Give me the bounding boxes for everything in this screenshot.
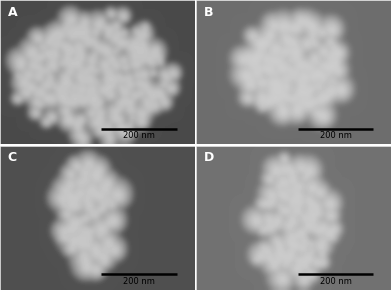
Text: C: C xyxy=(8,151,17,164)
Text: A: A xyxy=(8,6,18,19)
Text: 200 nm: 200 nm xyxy=(319,131,352,140)
Text: D: D xyxy=(204,151,214,164)
Text: B: B xyxy=(204,6,213,19)
Text: 200 nm: 200 nm xyxy=(319,277,352,286)
Text: 200 nm: 200 nm xyxy=(123,131,155,140)
Text: 200 nm: 200 nm xyxy=(123,277,155,286)
